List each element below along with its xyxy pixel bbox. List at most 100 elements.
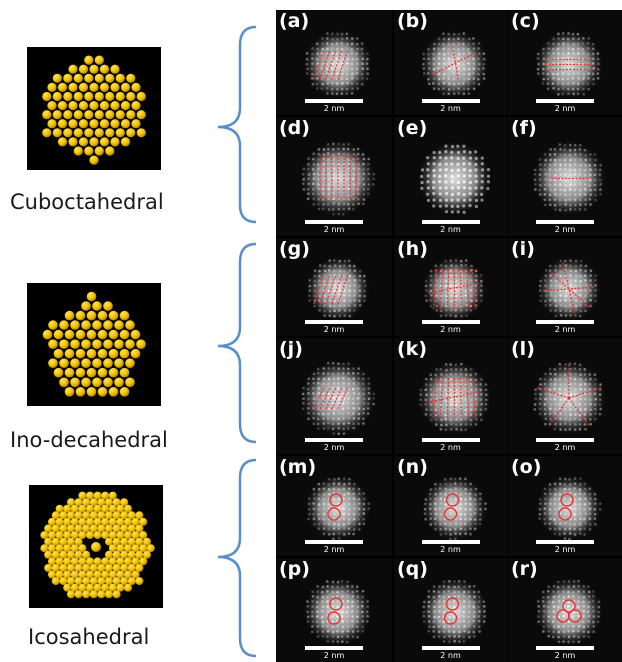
atom-column <box>459 368 463 371</box>
atom-column <box>328 259 332 262</box>
atom-column <box>462 640 466 643</box>
atom-column <box>320 87 324 90</box>
atom <box>81 377 91 388</box>
atom-column <box>457 62 460 65</box>
atom-column <box>573 148 577 152</box>
atom-column <box>551 600 555 604</box>
atom-column <box>343 309 347 312</box>
atom-column <box>332 188 336 191</box>
atom-column <box>318 304 322 308</box>
atom-column <box>347 497 351 500</box>
bracket-icosahedral <box>217 458 257 658</box>
atom-column <box>577 579 580 583</box>
atom-column <box>437 590 441 594</box>
atom-column <box>352 152 356 156</box>
atom <box>105 128 115 138</box>
atom-column <box>445 294 448 298</box>
atom-column <box>338 259 342 263</box>
atom-column <box>325 42 329 45</box>
atom-column <box>573 482 577 485</box>
atom-column <box>542 625 546 629</box>
atom-column <box>326 417 330 421</box>
atom-column <box>442 57 446 61</box>
atom-column <box>317 517 321 521</box>
atom-column <box>442 42 445 46</box>
atom <box>125 358 135 368</box>
atom <box>59 358 69 368</box>
atom-column <box>434 264 438 268</box>
scale-bar-label: 2 nm <box>323 651 345 660</box>
atom-column <box>341 72 344 76</box>
atom-column <box>598 168 602 172</box>
atom <box>112 524 121 533</box>
scale-bar <box>305 540 363 544</box>
atom <box>70 517 79 526</box>
atom <box>78 119 89 129</box>
atom-column <box>578 143 582 147</box>
atom <box>94 128 104 138</box>
atom-column <box>346 406 350 410</box>
atom-column <box>361 82 364 86</box>
atom-column <box>573 382 577 386</box>
atom <box>115 91 125 102</box>
atom-column <box>326 47 329 51</box>
atom-column <box>430 393 433 396</box>
atom-column <box>546 87 550 91</box>
atom-column <box>336 580 340 584</box>
atom-column <box>475 274 478 278</box>
atom-column <box>327 527 330 531</box>
atom-column <box>317 407 320 411</box>
atom-column <box>317 412 321 416</box>
atom-column <box>311 624 314 628</box>
panel-label: (g) <box>279 238 310 260</box>
atom <box>105 537 113 546</box>
atom-column <box>307 167 310 171</box>
atom-column <box>544 158 547 162</box>
atom <box>59 339 69 349</box>
stem-panel-k: (k) 2 nm <box>394 338 507 454</box>
atom-column <box>462 610 466 614</box>
atom-column <box>306 387 310 391</box>
atom <box>120 577 129 586</box>
atom-column <box>427 610 431 614</box>
atom <box>89 590 98 599</box>
atom-column <box>567 585 570 589</box>
atom-column <box>350 92 354 95</box>
atom-column <box>563 487 567 491</box>
overlay-line <box>337 386 349 410</box>
panel-label: (n) <box>397 456 428 478</box>
atom-column <box>315 42 319 45</box>
scale-bar-label: 2 nm <box>440 104 461 113</box>
atom-column <box>579 288 583 292</box>
atom-column <box>547 624 550 628</box>
atom <box>82 550 91 559</box>
atom-column <box>346 605 350 609</box>
atom-column <box>454 283 458 287</box>
panel-label: (o) <box>511 456 542 478</box>
atom <box>78 531 87 540</box>
atom-column <box>533 408 537 411</box>
atom-column <box>475 403 478 406</box>
atom-column <box>538 402 542 406</box>
atom-column <box>357 202 360 206</box>
atom-column <box>554 309 557 312</box>
scale-bar <box>536 438 594 442</box>
atom-column <box>434 497 437 501</box>
atom-column <box>578 523 582 526</box>
atom-column <box>464 263 468 267</box>
atom-column <box>563 153 567 156</box>
atom-column <box>542 77 546 81</box>
atom-column <box>348 309 351 312</box>
atom-column <box>308 278 311 282</box>
atom-column <box>347 259 351 263</box>
atom-column <box>553 492 557 496</box>
atom-column <box>480 418 483 422</box>
atom-column <box>366 600 369 603</box>
atom-column <box>563 422 567 426</box>
atom <box>74 590 83 599</box>
scale-bar-label: 2 nm <box>440 225 461 234</box>
atom-column <box>447 67 451 70</box>
atom-column <box>566 42 570 46</box>
stem-panel-a: (a) 2 nm <box>276 10 392 115</box>
overlay-line <box>319 273 331 305</box>
